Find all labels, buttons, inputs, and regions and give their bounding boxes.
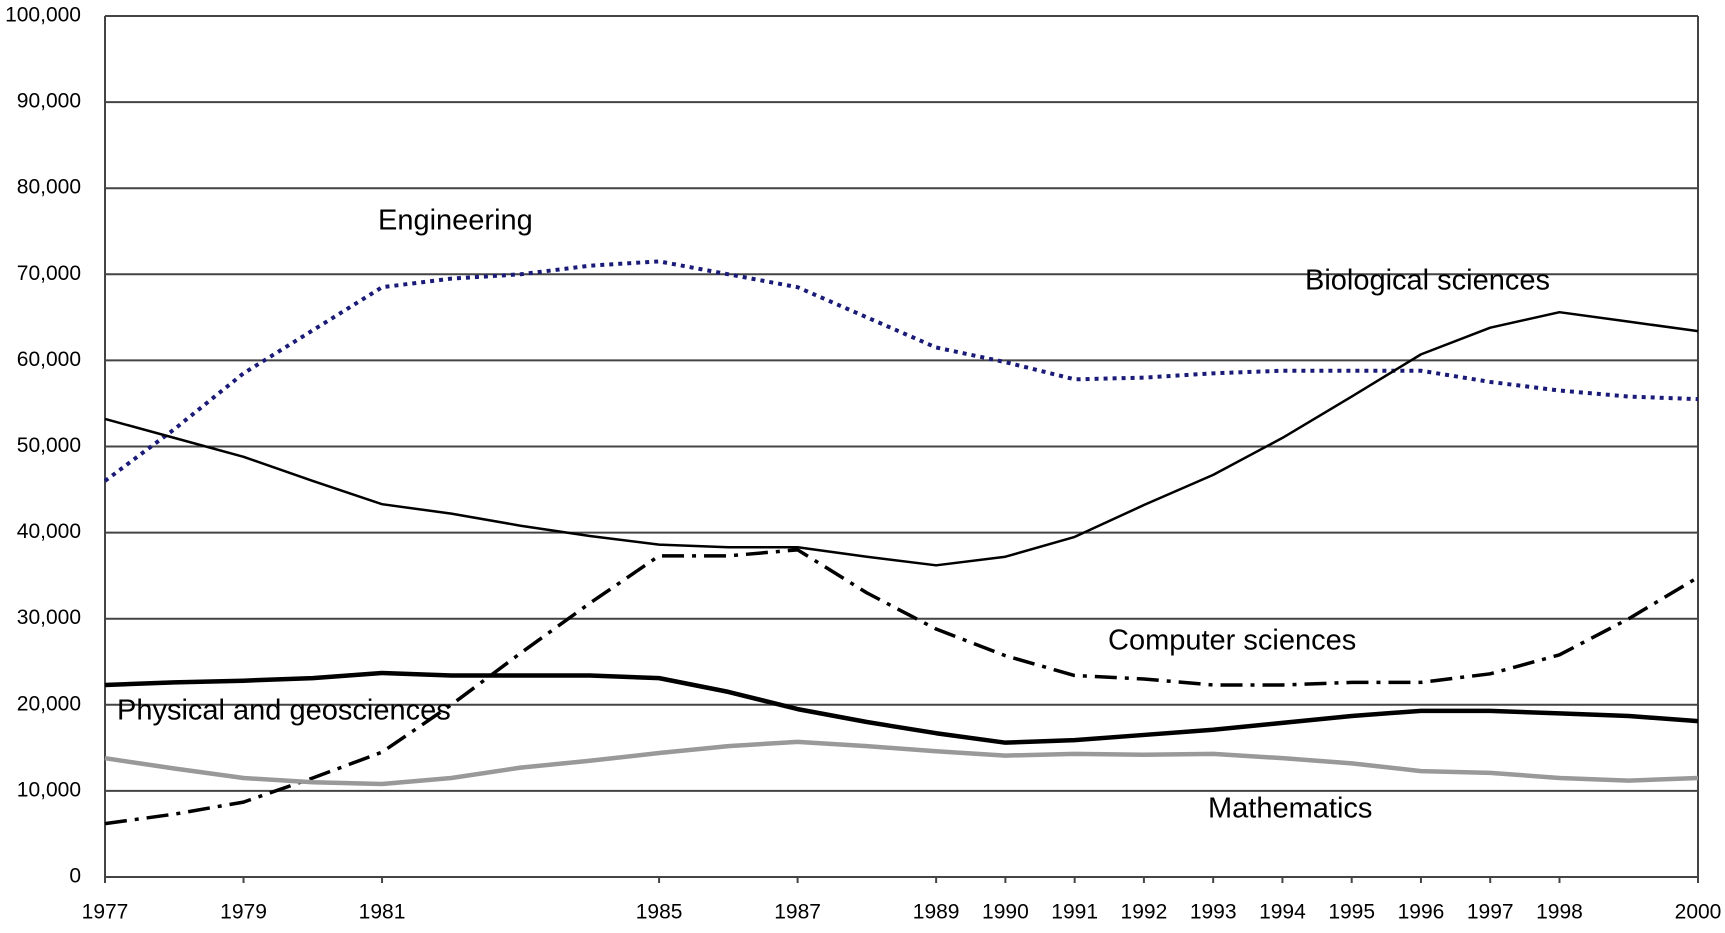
x-tick-label: 1998 xyxy=(1536,901,1583,924)
x-tick-label: 1993 xyxy=(1190,901,1237,924)
x-tick-label: 1994 xyxy=(1259,901,1306,924)
x-tick-label: 1979 xyxy=(220,901,267,924)
y-tick-label: 40,000 xyxy=(17,520,81,543)
x-tick-label: 1996 xyxy=(1398,901,1445,924)
series-line xyxy=(104,310,1699,567)
x-tick-label: 1991 xyxy=(1051,901,1098,924)
x-tick-label: 1990 xyxy=(982,901,1029,924)
y-tick-label: 100,000 xyxy=(5,4,81,27)
x-tick-label: 1992 xyxy=(1121,901,1168,924)
series-label: Biological sciences xyxy=(1305,265,1550,297)
series-label: Engineering xyxy=(378,205,533,237)
x-tick-label: 2000 xyxy=(1675,901,1722,924)
y-tick-label: 30,000 xyxy=(17,606,81,629)
y-tick-label: 50,000 xyxy=(17,434,81,457)
y-tick-label: 0 xyxy=(69,865,81,888)
series-label: Mathematics xyxy=(1208,793,1372,825)
series-line xyxy=(104,548,1699,826)
x-tick-label: 1997 xyxy=(1467,901,1514,924)
y-tick-label: 80,000 xyxy=(17,176,81,199)
y-tick-label: 60,000 xyxy=(17,348,81,371)
x-tick-label: 1985 xyxy=(636,901,683,924)
y-tick-label: 90,000 xyxy=(17,90,81,113)
series-line xyxy=(104,739,1699,787)
x-tick-label: 1989 xyxy=(913,901,960,924)
series-label: Physical and geosciences xyxy=(117,695,451,727)
x-tick-label: 1987 xyxy=(774,901,821,924)
series-line xyxy=(103,259,1699,483)
x-tick-label: 1977 xyxy=(82,901,129,924)
y-tick-label: 10,000 xyxy=(17,778,81,801)
y-tick-label: 20,000 xyxy=(17,692,81,715)
x-tick-label: 1981 xyxy=(359,901,406,924)
series-label: Computer sciences xyxy=(1108,625,1356,657)
x-tick-label: 1995 xyxy=(1328,901,1375,924)
y-tick-label: 70,000 xyxy=(17,262,81,285)
series-line xyxy=(104,670,1699,745)
